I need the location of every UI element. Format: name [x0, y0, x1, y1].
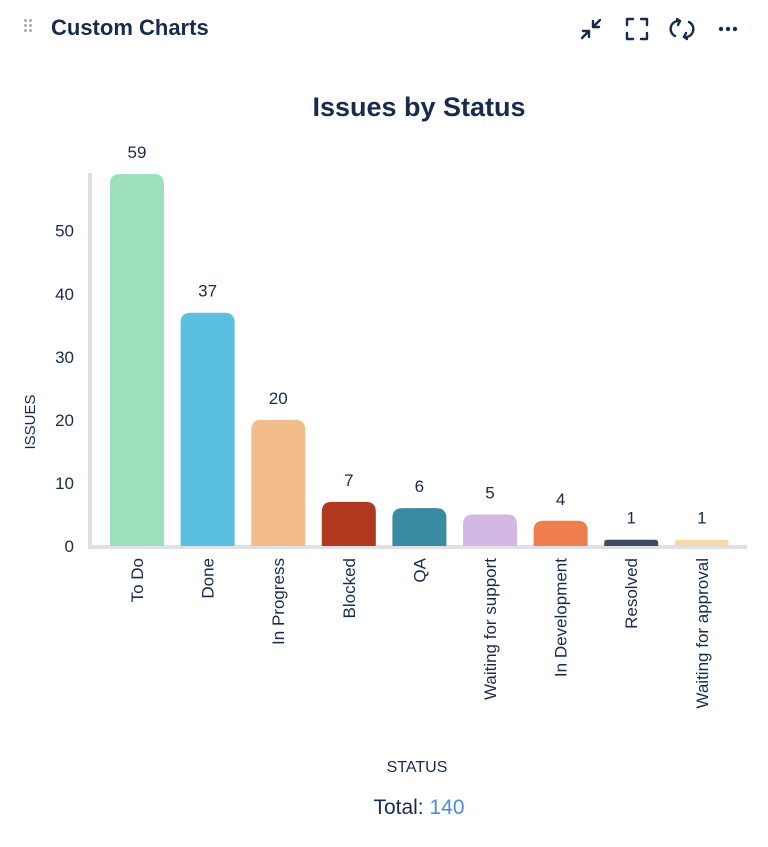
more-icon[interactable]: [715, 16, 741, 42]
fullscreen-icon[interactable]: [624, 16, 650, 42]
panel-title: Custom Charts: [51, 15, 209, 40]
x-tick-label: Blocked: [340, 558, 359, 618]
bar-value-label: 5: [485, 483, 494, 502]
y-tick-label: 20: [55, 411, 74, 430]
chart-title: Issues by Status: [312, 92, 525, 122]
bar-value-label: 37: [198, 282, 217, 301]
y-tick-label: 0: [65, 537, 74, 556]
x-tick-label: To Do: [128, 558, 147, 602]
refresh-icon[interactable]: [669, 16, 695, 42]
y-axis-title: ISSUES: [22, 394, 39, 449]
panel-header: Custom Charts: [0, 0, 768, 60]
x-tick-label: In Development: [552, 558, 571, 677]
total-value: 140: [429, 796, 465, 819]
bar-value-label: 20: [269, 389, 288, 408]
y-tick-label: 40: [55, 285, 74, 304]
bar[interactable]: [463, 514, 517, 546]
x-tick-label: Resolved: [622, 558, 641, 629]
bar[interactable]: [674, 539, 729, 546]
y-tick-label: 30: [55, 348, 74, 367]
total-label: Total:: [373, 796, 424, 819]
total-summary: Total: 140: [0, 796, 768, 820]
bar[interactable]: [180, 312, 235, 546]
y-tick-label: 10: [55, 474, 74, 493]
bar-value-label: 6: [415, 477, 424, 496]
bar-value-label: 7: [344, 471, 353, 490]
drag-handle-icon[interactable]: [24, 19, 34, 39]
x-tick-label: Done: [199, 558, 218, 599]
bar-value-label: 4: [556, 490, 565, 509]
bar[interactable]: [392, 508, 447, 546]
y-tick-label: 50: [55, 222, 74, 241]
x-tick-label: Waiting for support: [481, 558, 500, 700]
bar[interactable]: [251, 419, 306, 546]
bar[interactable]: [321, 501, 376, 546]
x-axis-title: STATUS: [387, 759, 448, 776]
x-tick-label: In Progress: [269, 558, 288, 645]
bar[interactable]: [533, 520, 588, 546]
bar-value-label: 1: [697, 509, 706, 528]
issues-bar-chart: Issues by Status ISSUES STATUS 0 10 20 30 40…: [22, 92, 747, 776]
x-tick-label: Waiting for approval: [693, 558, 712, 709]
bar-value-label: 1: [626, 509, 635, 528]
x-tick-label: QA: [410, 557, 429, 582]
bar-value-label: 59: [128, 143, 147, 162]
collapse-icon[interactable]: [578, 16, 604, 42]
bar[interactable]: [604, 539, 659, 546]
bar[interactable]: [110, 174, 164, 546]
